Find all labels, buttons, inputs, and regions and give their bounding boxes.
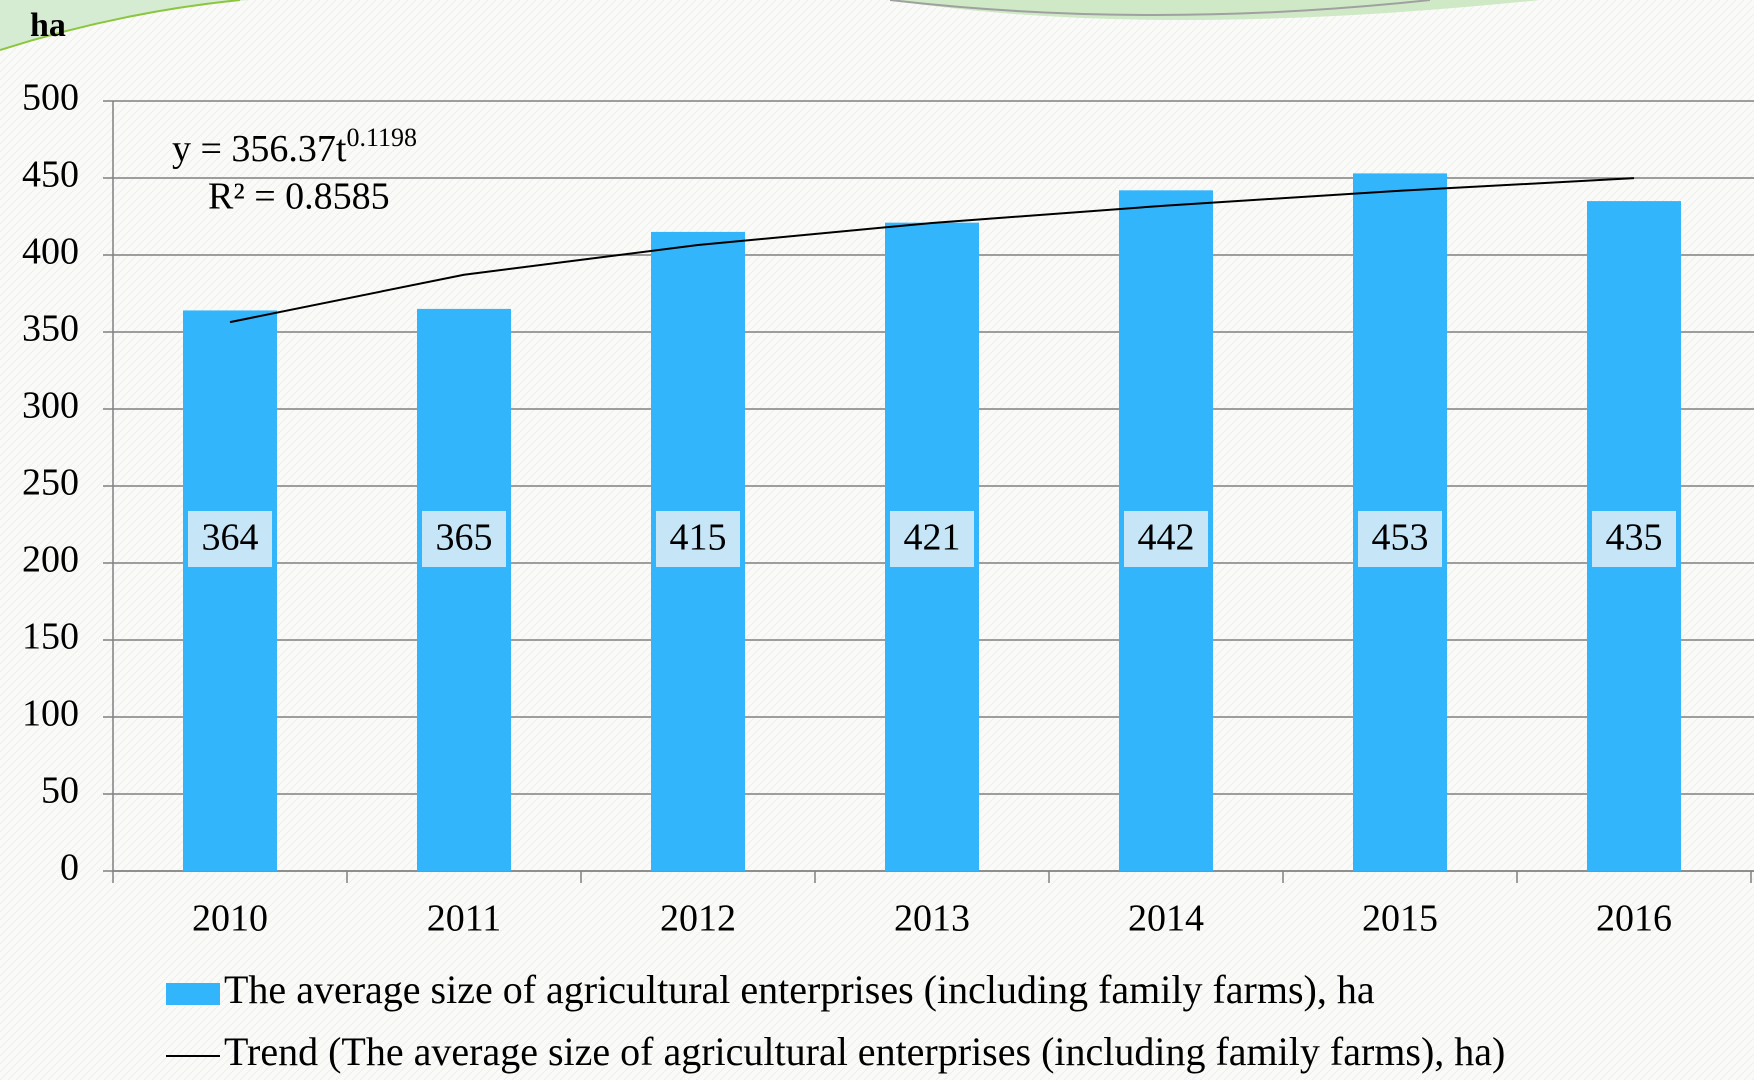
legend-swatch xyxy=(166,983,220,1005)
y-tick-label: 250 xyxy=(22,462,79,504)
x-tick-label: 2016 xyxy=(1596,898,1672,940)
decoration xyxy=(0,0,250,50)
y-tick-label: 50 xyxy=(41,770,79,812)
y-tick-label: 200 xyxy=(22,539,79,581)
data-label-box xyxy=(422,511,506,567)
x-tick-label: 2012 xyxy=(660,898,736,940)
y-tick-label: 450 xyxy=(22,154,79,196)
data-label: 442 xyxy=(1138,517,1195,559)
decoration xyxy=(889,0,1431,16)
y-tick-label: 0 xyxy=(60,847,79,889)
trend-equation-base: y = 356.37t xyxy=(172,128,347,170)
y-tick-label: 100 xyxy=(22,693,79,735)
r-squared: R² = 0.8585 xyxy=(208,176,390,218)
data-label-box xyxy=(890,511,974,567)
y-tick-label: 500 xyxy=(22,77,79,119)
data-label: 364 xyxy=(202,517,259,559)
x-tick-label: 2015 xyxy=(1362,898,1438,940)
data-label: 435 xyxy=(1606,517,1663,559)
y-axis-label: ha xyxy=(30,7,66,44)
x-tick-label: 2011 xyxy=(427,898,502,940)
data-label: 453 xyxy=(1372,517,1429,559)
y-tick-label: 400 xyxy=(22,231,79,273)
decoration xyxy=(0,0,241,51)
trend-equation: y = 356.37t0.1198 xyxy=(172,123,417,170)
x-tick-label: 2013 xyxy=(894,898,970,940)
legend-label: Trend (The average size of agricultural … xyxy=(224,1029,1505,1074)
x-tick-label: 2010 xyxy=(192,898,268,940)
data-label-box xyxy=(1124,511,1208,567)
data-label-box xyxy=(656,511,740,567)
y-tick-label: 300 xyxy=(22,385,79,427)
legend-label: The average size of agricultural enterpr… xyxy=(224,967,1375,1012)
bar xyxy=(417,308,511,871)
bar xyxy=(183,310,277,871)
trend-line xyxy=(229,177,1635,324)
y-tick-label: 150 xyxy=(22,616,79,658)
data-label-box xyxy=(188,511,272,567)
trend-equation-exponent: 0.1198 xyxy=(347,123,418,152)
data-label: 415 xyxy=(670,517,727,559)
data-label-box xyxy=(1358,511,1442,567)
data-label: 421 xyxy=(904,517,961,559)
x-tick-label: 2014 xyxy=(1128,898,1204,940)
data-label: 365 xyxy=(436,517,493,559)
data-label-box xyxy=(1592,511,1676,567)
y-tick-label: 350 xyxy=(22,308,79,350)
